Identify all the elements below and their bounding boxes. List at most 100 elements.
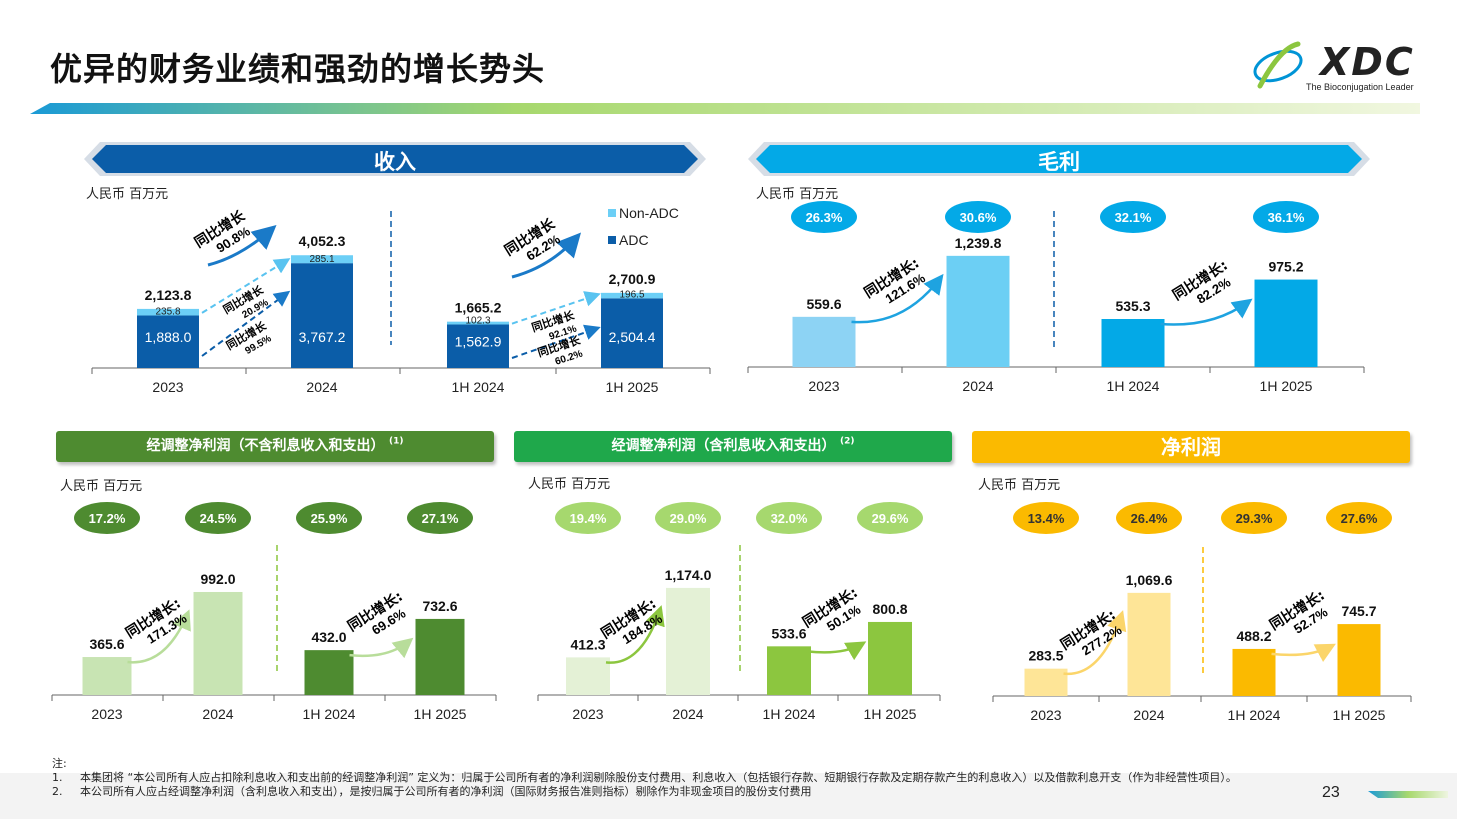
growth-arrow [806,641,867,661]
bar-value-label: 283.5 [1028,648,1063,664]
growth-arrow [1160,298,1253,326]
page-title: 优异的财务业绩和强劲的增长势头 [50,50,546,88]
bar [1101,319,1165,367]
margin-bubble [1013,502,1079,534]
revenue-legend: Non-ADC ADC [608,202,679,251]
margin-label: 24.5% [200,511,237,526]
adc-value-label: 2,504.4 [609,329,656,345]
margin-label: 26.3% [806,210,843,225]
category-label: 2024 [672,706,703,722]
category-label: 1H 2024 [763,706,816,722]
margin-label: 13.4% [1028,511,1065,526]
gross-profit-chart: 559.6 2023 26.3% 1,239.8 2024 30.6% 535.3 1H 20… [747,201,1365,394]
revenue-title: 收入 [374,150,416,174]
category-label: 2023 [1030,707,1061,723]
bar-adc [447,324,509,368]
note-item: 2. 本公司所有人应占经调整净利润（含利息收入和支出），是按归属于公司所有者的净… [52,785,1352,799]
adj2-unit-label: 人民币 百万元 [528,477,611,492]
margin-bubble [791,201,857,233]
total-value-label: 2,700.9 [609,271,656,287]
bar [666,587,710,695]
net-profit-chart: 283.5 2023 13.4% 1,069.6 2024 26.4% 488.2 1H 20… [992,502,1412,723]
non-adc-value-label: 235.8 [155,306,180,317]
total-value-label: 2,123.8 [145,287,192,303]
legend-non-adc-swatch [608,209,616,217]
bar-non-adc [601,292,663,299]
revenue-title-bar: 收入 [80,140,710,178]
bar-value-label: 412.3 [570,636,605,652]
growth-arrow [207,225,277,267]
bar [1127,592,1171,696]
bar-value-label: 535.3 [1115,298,1150,314]
growth-arrow [349,637,414,659]
margin-label: 27.6% [1341,511,1378,526]
page-number: 23 [1322,784,1340,801]
adj2-note-ref: (2) [839,436,855,447]
bar-value-label: 800.8 [872,601,907,617]
margin-label: 19.4% [570,511,607,526]
growth-annotation: 同比增长:69.6% [344,588,408,638]
category-label: 1H 2025 [864,706,917,722]
bar [1024,668,1068,696]
margin-bubble [1253,201,1319,233]
category-label: 2024 [202,706,233,722]
legend-adc-swatch [608,236,616,244]
bar [566,657,610,695]
bar [946,255,1010,367]
growth-annotation: 同比增长:121.6% [861,254,928,306]
growth-arrow [511,232,582,279]
margin-bubble [185,502,251,534]
growth-annotation: 同比增长:50.1% [799,584,863,634]
logo-tagline: The Bioconjugation Leader [1306,82,1414,92]
total-value-label: 1,665.2 [455,300,502,316]
adc-value-label: 3,767.2 [299,329,346,345]
growth-arrow-adc [511,324,601,359]
margin-bubble [945,201,1011,233]
bar-value-label: 732.6 [422,598,457,614]
revenue-unit-label: 人民币 百万元 [86,187,169,202]
growth-annotation: 同比增长:52.7% [1266,587,1330,637]
bar-non-adc [137,308,199,316]
gross-title-bar: 毛利 [744,140,1374,178]
category-label: 1H 2025 [606,379,659,395]
bar [792,316,856,367]
category-label: 1H 2025 [1260,378,1313,394]
bar [304,650,354,695]
category-label: 2023 [572,706,603,722]
growth-arrow-non-adc [201,258,291,314]
net-title: 净利润 [1161,435,1221,459]
adc-value-label: 1,562.9 [455,333,502,349]
margin-bubble [1326,502,1392,534]
category-label: 2024 [306,379,337,395]
bar-value-label: 975.2 [1268,259,1303,275]
category-label: 2024 [1133,707,1164,723]
growth-annotation: 同比增长:277.2% [1057,606,1124,658]
category-label: 2023 [91,706,122,722]
margin-label: 29.6% [872,511,909,526]
margin-bubble [555,502,621,534]
revenue-chart: 1,888.0 235.8 2,123.8 2023 3,767.2 285.1 4,052… [91,207,711,395]
company-logo: XDC The Bioconjugation Leader [1250,38,1430,98]
margin-label: 36.1% [1268,210,1305,225]
margin-bubble [407,502,473,534]
header-ribbon [30,103,1420,114]
adj1-unit-label: 人民币 百万元 [60,479,143,494]
category-label: 2023 [808,378,839,394]
footer-ribbon [1368,791,1448,798]
margin-bubble [1221,502,1287,534]
growth-annotation: 同比增长:82.2% [1169,257,1233,307]
total-value-label: 4,052.3 [299,233,346,249]
adj2-chart: 412.3 2023 19.4% 1,174.0 2024 29.0% 533.6 1H 20… [537,502,941,722]
margin-bubble [857,502,923,534]
margin-bubble [1116,502,1182,534]
bar [1232,648,1276,696]
bar [868,621,912,695]
net-title-bar: 净利润 [972,431,1410,463]
adc-value-label: 1,888.0 [145,329,192,345]
growth-arrow [605,605,665,664]
footnotes: 注: 1. 本集团将 “本公司所有人应占扣除利息收入和支出前的经调整净利润” 定… [52,757,1352,799]
legend-adc-label: ADC [619,232,649,248]
category-label: 1H 2024 [1107,378,1160,394]
